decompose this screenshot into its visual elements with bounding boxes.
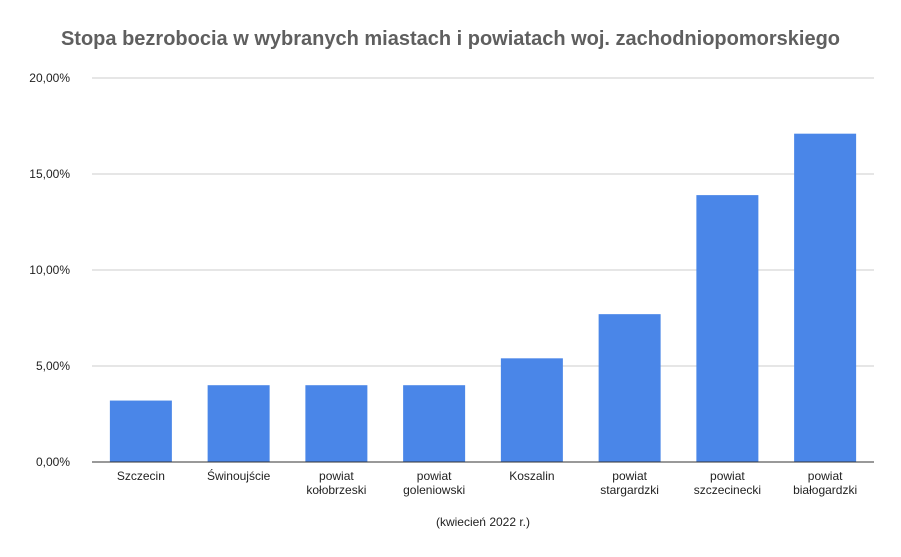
x-tick-label: Szczecin: [117, 469, 165, 483]
y-tick-label: 10,00%: [29, 263, 70, 277]
bar: [696, 195, 759, 462]
y-axis-ticks: 0,00% 5,00% 10,00% 15,00% 20,00%: [29, 71, 70, 469]
bar: [794, 133, 857, 462]
x-axis-category-labels: Szczecin Świnoujście powiat kołobrzeski powi…: [117, 468, 857, 497]
y-tick-label: 15,00%: [29, 167, 70, 181]
x-axis-label: (kwiecień 2022 r.): [436, 515, 530, 529]
bar: [207, 385, 270, 462]
bar: [305, 385, 368, 462]
bar: [403, 385, 466, 462]
chart-title: Stopa bezrobocia w wybranych miastach i …: [60, 28, 841, 50]
x-tick-label: Świnoujście: [207, 468, 271, 483]
x-tick-label: Koszalin: [509, 469, 554, 483]
bar: [500, 358, 563, 462]
x-tick-label: powiat szczecinecki: [694, 469, 761, 497]
x-tick-label: powiat białogardzki: [793, 469, 857, 497]
bar: [598, 314, 661, 462]
x-tick-label: powiat stargardzki: [600, 469, 659, 497]
x-tick-label: powiat goleniowski: [403, 469, 465, 497]
y-tick-label: 20,00%: [29, 71, 70, 85]
bars: [109, 133, 857, 462]
y-tick-label: 0,00%: [36, 455, 70, 469]
bar: [109, 400, 172, 462]
y-tick-label: 5,00%: [36, 359, 70, 373]
x-tick-label: powiat kołobrzeski: [306, 469, 366, 497]
